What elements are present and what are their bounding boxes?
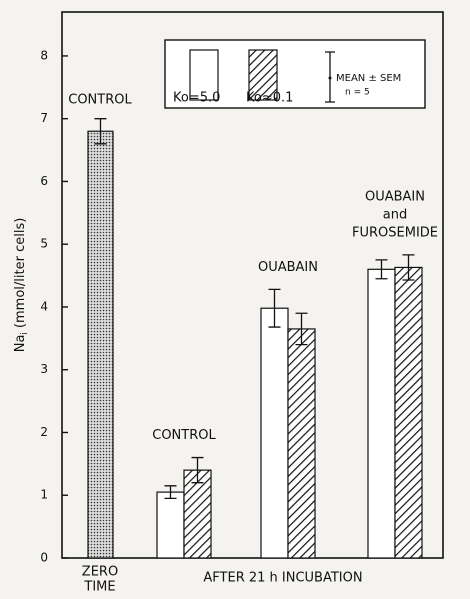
legend-label: Ko≈0.1 [246,91,293,106]
legend-note: n = 5 [345,88,370,98]
bar [287,328,316,559]
bar-group-label: CONTROL [68,93,132,108]
y-tick-label: 8 [40,48,48,62]
bar [156,491,185,559]
y-label-sub: i [20,332,30,335]
y-label-main: Na [13,335,28,353]
error-bar [94,118,107,145]
x-axis-label: TIME [83,580,115,595]
error-bar [191,456,204,484]
legend-swatch [248,49,278,101]
bar-group-label: OUABAIN [365,189,425,204]
y-tick-label: 3 [40,362,48,376]
bar-group-label: OUABAIN [258,260,318,275]
y-axis-label: Nai (mmol/liter cells) [13,218,30,353]
error-bar [375,259,388,280]
bar-group-label: and [383,207,407,222]
plot-frame [61,11,444,559]
y-tick-label: 0 [40,551,48,565]
y-tick-label: 5 [40,237,48,251]
error-bar [164,485,177,500]
legend-label: Ko=5.0 [173,91,220,106]
bar [87,130,114,559]
x-axis-label: ZERO [82,565,118,580]
y-tick-label: 1 [40,488,48,502]
y-tick-label: 6 [40,174,48,188]
legend-swatch [189,49,219,101]
bar [260,307,289,559]
error-bar [268,288,281,328]
error-bar [402,254,415,281]
bar-group-label: CONTROL [152,428,216,443]
y-tick-label: 2 [40,425,48,439]
y-tick-label: 7 [40,111,48,125]
y-label-unit: (mmol/liter cells) [13,218,28,328]
legend-error-dot [328,76,332,80]
x-axis-label: AFTER 21 h INCUBATION [203,571,362,586]
y-tick-label: 4 [40,299,48,313]
legend-note: MEAN ± SEM [336,73,401,84]
error-bar [295,312,308,346]
bar-group-label: FUROSEMIDE [352,225,438,240]
bar [394,266,423,559]
bar [367,268,396,559]
